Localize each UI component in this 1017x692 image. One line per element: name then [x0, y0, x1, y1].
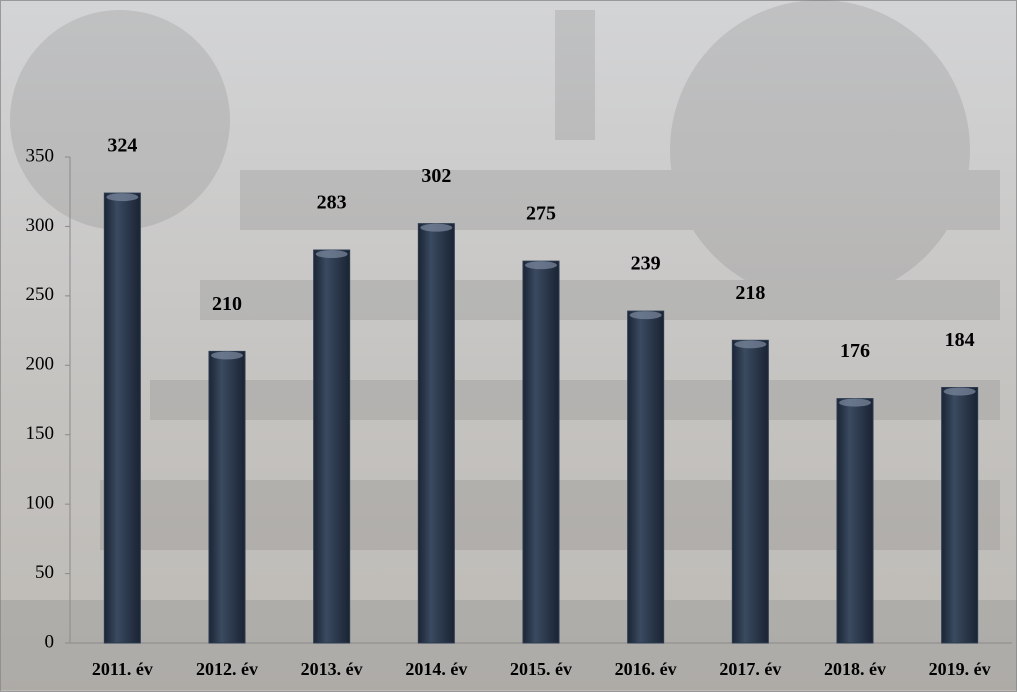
- bar-cap: [106, 193, 138, 201]
- y-tick-label: 200: [26, 354, 55, 375]
- bar: [314, 250, 350, 643]
- value-label: 184: [945, 329, 975, 351]
- x-tick-label: 2016. év: [615, 659, 677, 679]
- y-tick-label: 50: [35, 562, 54, 583]
- chart: 0 50 100 150 200 250 300 350 2011. év 324 2012. év…: [0, 0, 1017, 692]
- bar-cap: [420, 224, 452, 232]
- y-tick-label: 350: [26, 145, 55, 166]
- value-label: 324: [107, 135, 137, 157]
- bar: [418, 224, 454, 643]
- value-label: 218: [735, 282, 765, 304]
- bar: [942, 388, 978, 643]
- bar: [209, 351, 245, 643]
- bar: [732, 340, 768, 643]
- x-tick-label: 2018. év: [824, 659, 886, 679]
- y-tick-label: 300: [26, 215, 55, 236]
- bar-cap: [630, 311, 662, 319]
- x-tick-label: 2019. év: [929, 659, 991, 679]
- x-tick-label: 2014. év: [405, 659, 467, 679]
- y-tick-label: 250: [26, 284, 55, 305]
- value-label: 210: [212, 293, 242, 315]
- x-tick-label: 2015. év: [510, 659, 572, 679]
- y-tick-label: 100: [26, 493, 55, 514]
- value-label: 239: [631, 253, 661, 275]
- x-tick-label: 2013. év: [301, 659, 363, 679]
- x-tick-label: 2011. év: [92, 659, 153, 679]
- y-tick-label: 150: [26, 423, 55, 444]
- bar-cap: [944, 388, 976, 396]
- bar: [837, 399, 873, 643]
- bar-cap: [211, 351, 243, 359]
- bar-cap: [316, 250, 348, 258]
- x-tick-label: 2012. év: [196, 659, 258, 679]
- bar-cap: [525, 261, 557, 269]
- bar-cap: [734, 340, 766, 348]
- bar: [628, 311, 664, 643]
- y-tick-label: 0: [45, 631, 55, 652]
- value-label: 275: [526, 203, 556, 225]
- bar-cap: [839, 399, 871, 407]
- bar: [104, 193, 140, 643]
- value-label: 176: [840, 340, 870, 362]
- value-label: 283: [317, 192, 347, 214]
- value-label: 302: [421, 165, 451, 187]
- bar: [523, 261, 559, 643]
- x-tick-label: 2017. év: [719, 659, 781, 679]
